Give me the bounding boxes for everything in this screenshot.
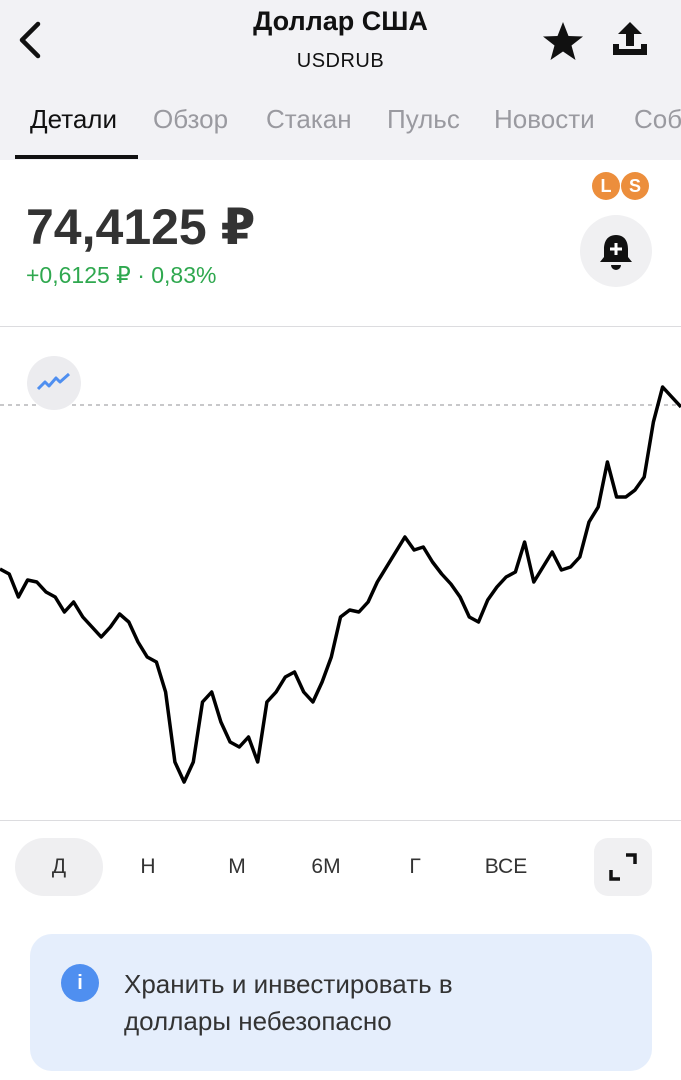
tab-bar: Детали Обзор Стакан Пульс Новости Соб <box>0 100 681 160</box>
period-button[interactable]: Д <box>15 838 103 896</box>
alert-button[interactable] <box>580 215 652 287</box>
period-button[interactable]: ВСЕ <box>484 855 528 878</box>
notice-card <box>30 934 652 1071</box>
period-button[interactable]: 6М <box>311 855 341 878</box>
tab[interactable]: Соб <box>634 104 681 134</box>
tab[interactable]: Пульс <box>387 104 460 134</box>
fullscreen-button[interactable] <box>594 838 652 896</box>
price-line <box>0 385 681 784</box>
chart-type-icon <box>36 372 70 391</box>
badge: S <box>621 172 649 200</box>
title: Доллар США <box>253 6 428 36</box>
notice-text: Хранить и инвестировать в доллары небезо… <box>124 969 453 1036</box>
divider <box>0 820 681 821</box>
period-button[interactable]: М <box>228 855 246 878</box>
tab-indicator <box>15 155 138 159</box>
divider <box>0 326 681 327</box>
fullscreen-icon <box>609 853 637 881</box>
share-button[interactable] <box>608 18 652 62</box>
header-bar <box>0 0 681 160</box>
tab[interactable]: Стакан <box>266 104 352 134</box>
tab[interactable]: Детали <box>30 104 117 134</box>
favorite-button[interactable] <box>540 20 586 64</box>
period-button[interactable]: Г <box>409 855 421 878</box>
ticker: USDRUB <box>296 50 385 72</box>
price-change: +0,6125 ₽ · 0,83% <box>26 262 217 288</box>
info-icon: i <box>61 964 99 1002</box>
period-button[interactable]: Н <box>140 855 156 878</box>
chart-type-button[interactable] <box>27 356 81 410</box>
bell-icon <box>600 235 632 270</box>
badge: L <box>592 172 620 200</box>
tab[interactable]: Новости <box>494 104 595 134</box>
price: 74,4125 ₽ <box>26 199 256 255</box>
tab[interactable]: Обзор <box>153 104 229 134</box>
back-button[interactable] <box>14 20 44 60</box>
